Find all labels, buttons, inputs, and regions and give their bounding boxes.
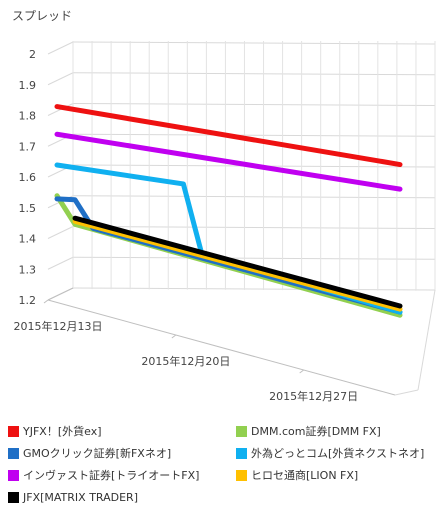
legend-item: JFX[MATRIX TRADER]: [8, 488, 138, 506]
legend-item: GMOクリック証券[新FXネオ]: [8, 444, 171, 462]
legend-swatch: [8, 447, 19, 459]
y-tick-label: 1.3: [19, 263, 37, 276]
series-layer: [54, 104, 403, 318]
floor-left-edge: [47, 287, 74, 301]
series-line: [72, 218, 403, 312]
gridline-h: [72, 103, 436, 106]
x-tick-mark: [299, 369, 304, 374]
gridline-h: [72, 133, 436, 137]
legend-item: YJFX！[外貨ex]: [8, 422, 102, 440]
chart-svg: 1.2 1.3 1.4 1.5 1.6 1.7 1.8 1.9 2 2015年12月13日 2015…: [12, 9, 436, 403]
x-tick-label: 2015年12月20日: [141, 354, 230, 368]
gridline-h: [72, 287, 436, 291]
floor-corner-edge: [394, 389, 419, 396]
grid-layer: [43, 41, 436, 396]
legend-item: インヴァスト証券[トライオートFX]: [8, 466, 199, 484]
gridline-side: [47, 226, 74, 239]
x-tick-mark: [171, 334, 177, 339]
gridline-h: [72, 41, 436, 45]
gridline-side: [47, 41, 74, 55]
y-tick-label: 2: [29, 48, 36, 61]
legend-swatch: [236, 425, 247, 437]
legend-item: 外為どっとコム[外貨ネクストネオ]: [236, 444, 424, 462]
series-line: [72, 215, 403, 309]
y-tick-label: 1.7: [19, 140, 37, 153]
y-axis-label: スプレッド: [12, 9, 72, 23]
legend-item: DMM.com証券[DMM FX]: [236, 422, 381, 440]
legend-swatch: [236, 469, 247, 481]
y-tick-label: 1.8: [19, 110, 37, 123]
series-line: [54, 104, 403, 168]
legend-swatch: [8, 469, 19, 481]
x-tick-label: 2015年12月27日: [269, 389, 358, 403]
gridline-h: [72, 72, 436, 76]
y-tick-label: 1.9: [19, 79, 37, 92]
y-tick-label: 1.6: [19, 171, 37, 184]
gridline-h: [72, 226, 436, 229]
gridline-h: [72, 256, 436, 260]
legend-label: ヒロセ通商[LION FX]: [251, 469, 359, 482]
gridline-side: [47, 72, 74, 86]
y-tick-label: 1.4: [19, 233, 37, 246]
legend-label: DMM.com証券[DMM FX]: [251, 425, 381, 438]
chart-area: 1.2 1.3 1.4 1.5 1.6 1.7 1.8 1.9 2 2015年12月13日 2015…: [12, 9, 436, 403]
legend-label: インヴァスト証券[トライオートFX]: [23, 469, 200, 482]
legend-label: 外為どっとコム[外貨ネクストネオ]: [251, 447, 425, 460]
legend-swatch: [8, 425, 19, 437]
floor-right-edge: [417, 289, 436, 391]
x-tick-mark: [43, 299, 49, 304]
tick-layer: 1.2 1.3 1.4 1.5 1.6 1.7 1.8 1.9 2 2015年12月13日 2015…: [14, 48, 359, 403]
legend-label: JFX[MATRIX TRADER]: [23, 490, 138, 504]
legend-swatch: [236, 447, 247, 459]
legend-label: GMOクリック証券[新FXネオ]: [23, 447, 172, 460]
legend-item: ヒロセ通商[LION FX]: [236, 466, 358, 484]
y-tick-label: 1.5: [19, 202, 37, 215]
y-tick-label: 1.2: [19, 294, 37, 307]
gridline-h: [72, 195, 436, 199]
legend-swatch: [8, 491, 19, 503]
legend-label: YJFX！[外貨ex]: [23, 425, 102, 438]
series-line: [54, 131, 403, 192]
series-line: [54, 196, 403, 315]
floor-front-edge: [47, 299, 396, 396]
x-tick-label: 2015年12月13日: [14, 319, 103, 333]
gridline-side: [47, 256, 74, 270]
